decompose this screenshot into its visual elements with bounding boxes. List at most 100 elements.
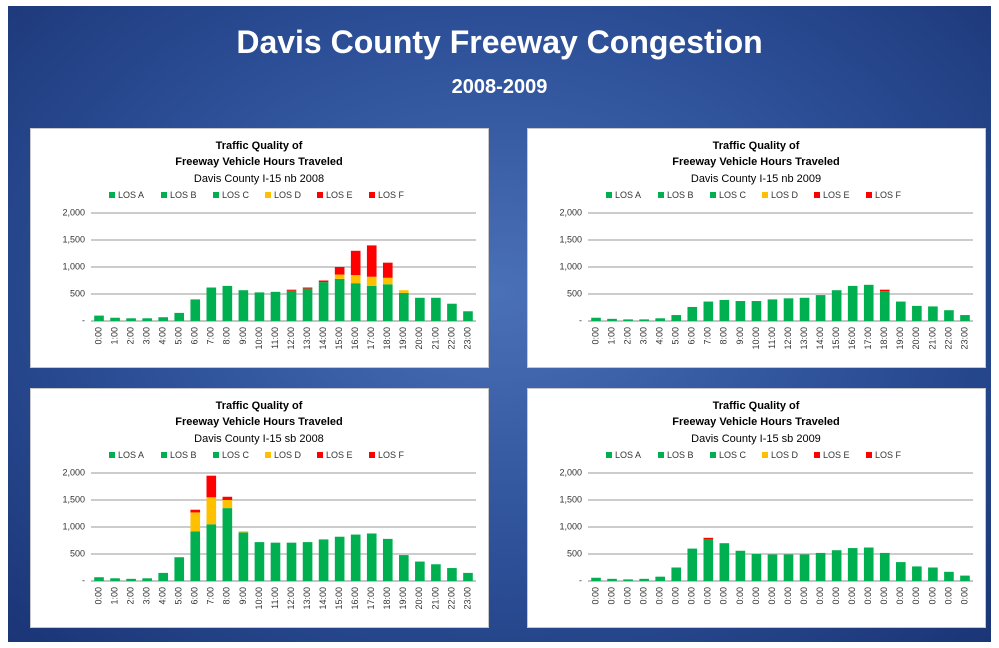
legend-label: LOS F bbox=[378, 190, 405, 200]
legend-swatch bbox=[369, 452, 375, 458]
legend-label: LOS A bbox=[615, 190, 641, 200]
bar-segment bbox=[318, 539, 329, 581]
bar-segment bbox=[350, 250, 361, 276]
chart-title: Freeway Vehicle Hours Traveled bbox=[672, 416, 840, 428]
x-tick-label: 16:00 bbox=[847, 327, 857, 350]
x-tick-label: 21:00 bbox=[927, 327, 937, 350]
bar-segment bbox=[206, 497, 217, 525]
bar-segment bbox=[703, 301, 714, 321]
x-tick-label: 0:00 bbox=[863, 587, 873, 605]
chart: Traffic Quality of Freeway Vehicle Hours … bbox=[62, 140, 476, 350]
x-tick-label: 5:00 bbox=[671, 327, 681, 345]
x-tick-label: 5:00 bbox=[174, 327, 184, 345]
bar-segment bbox=[174, 557, 185, 581]
x-tick-label: 16:00 bbox=[350, 327, 360, 350]
bar-segment bbox=[687, 306, 698, 321]
legend-label: LOS C bbox=[719, 450, 747, 460]
legend-label: LOS E bbox=[326, 450, 353, 460]
y-tick-label: 1,000 bbox=[559, 521, 582, 531]
bar-segment bbox=[174, 312, 185, 321]
x-tick-label: 23:00 bbox=[462, 587, 472, 610]
y-tick-label: 1,500 bbox=[559, 494, 582, 504]
bar-segment bbox=[447, 568, 457, 581]
legend-swatch bbox=[317, 452, 323, 458]
legend-label: LOS D bbox=[771, 190, 799, 200]
legend-label: LOS A bbox=[118, 450, 144, 460]
chart: Traffic Quality of Freeway Vehicle Hours … bbox=[62, 400, 476, 610]
chart-title: Traffic Quality of bbox=[713, 140, 800, 152]
x-tick-label: 20:00 bbox=[414, 327, 424, 350]
slide-title: Davis County Freeway Congestion bbox=[236, 24, 763, 60]
x-tick-label: 0:00 bbox=[622, 587, 632, 605]
y-tick-label: - bbox=[82, 575, 85, 585]
x-tick-label: 20:00 bbox=[414, 587, 424, 610]
x-tick-label: 10:00 bbox=[254, 327, 264, 350]
x-tick-label: 8:00 bbox=[222, 587, 232, 605]
x-tick-label: 12:00 bbox=[286, 327, 296, 350]
chart-title: Traffic Quality of bbox=[216, 400, 303, 412]
legend-swatch bbox=[265, 192, 271, 198]
legend-swatch bbox=[814, 452, 820, 458]
bar-segment bbox=[366, 276, 377, 286]
x-tick-label: 23:00 bbox=[462, 327, 472, 350]
legend-label: LOS B bbox=[667, 190, 694, 200]
x-tick-label: 7:00 bbox=[703, 327, 713, 345]
bar-segment bbox=[222, 500, 233, 509]
legend-swatch bbox=[213, 452, 219, 458]
x-tick-label: 0:00 bbox=[799, 587, 809, 605]
bar-segment bbox=[366, 245, 377, 277]
legend-label: LOS D bbox=[274, 450, 302, 460]
bar-segment bbox=[126, 578, 136, 581]
legend-swatch bbox=[658, 452, 664, 458]
legend-swatch bbox=[658, 192, 664, 198]
bar-segment bbox=[879, 291, 890, 321]
x-tick-label: 12:00 bbox=[286, 587, 296, 610]
bar-segment bbox=[591, 317, 601, 321]
legend-label: LOS C bbox=[222, 450, 250, 460]
x-tick-label: 11:00 bbox=[270, 327, 280, 349]
legend-swatch bbox=[710, 452, 716, 458]
bar-segment bbox=[190, 509, 201, 513]
bar-segment bbox=[799, 297, 810, 321]
bar-segment bbox=[318, 282, 329, 321]
y-tick-label: 2,000 bbox=[62, 467, 85, 477]
legend-label: LOS F bbox=[875, 450, 902, 460]
legend-swatch bbox=[161, 452, 167, 458]
bar-segment bbox=[286, 290, 297, 321]
bar-segment bbox=[960, 575, 970, 581]
x-tick-label: 1:00 bbox=[606, 327, 616, 345]
bar-segment bbox=[222, 496, 233, 500]
x-tick-label: 1:00 bbox=[109, 327, 119, 345]
bar-segment bbox=[302, 288, 313, 321]
bar-segment bbox=[863, 284, 874, 321]
bar-segment bbox=[286, 289, 297, 291]
bar-segment bbox=[735, 550, 746, 581]
bar-segment bbox=[623, 319, 633, 321]
bar-segment bbox=[158, 317, 168, 321]
x-tick-label: 0:00 bbox=[959, 587, 969, 605]
x-tick-label: 14:00 bbox=[318, 587, 328, 610]
legend-swatch bbox=[317, 192, 323, 198]
bar-segment bbox=[944, 571, 954, 581]
legend-label: LOS A bbox=[118, 190, 144, 200]
x-tick-label: 0:00 bbox=[767, 587, 777, 605]
legend-label: LOS A bbox=[615, 450, 641, 460]
legend-label: LOS E bbox=[823, 450, 850, 460]
bar-segment bbox=[799, 554, 810, 581]
x-tick-label: 22:00 bbox=[943, 327, 953, 350]
bar-segment bbox=[334, 267, 345, 275]
x-tick-label: 11:00 bbox=[767, 327, 777, 349]
bar-segment bbox=[318, 280, 329, 283]
x-tick-label: 9:00 bbox=[735, 327, 745, 345]
bar-segment bbox=[382, 538, 393, 581]
chart-panel: Traffic Quality of Freeway Vehicle Hours … bbox=[30, 388, 489, 628]
x-tick-label: 17:00 bbox=[863, 327, 873, 350]
bar-segment bbox=[735, 301, 746, 321]
bar-segment bbox=[238, 532, 249, 581]
x-tick-label: 12:00 bbox=[783, 327, 793, 350]
legend-swatch bbox=[866, 192, 872, 198]
bar-segment bbox=[912, 305, 922, 321]
chart-title: Freeway Vehicle Hours Traveled bbox=[672, 156, 840, 168]
x-tick-label: 4:00 bbox=[158, 587, 168, 605]
bar-segment bbox=[607, 578, 617, 581]
